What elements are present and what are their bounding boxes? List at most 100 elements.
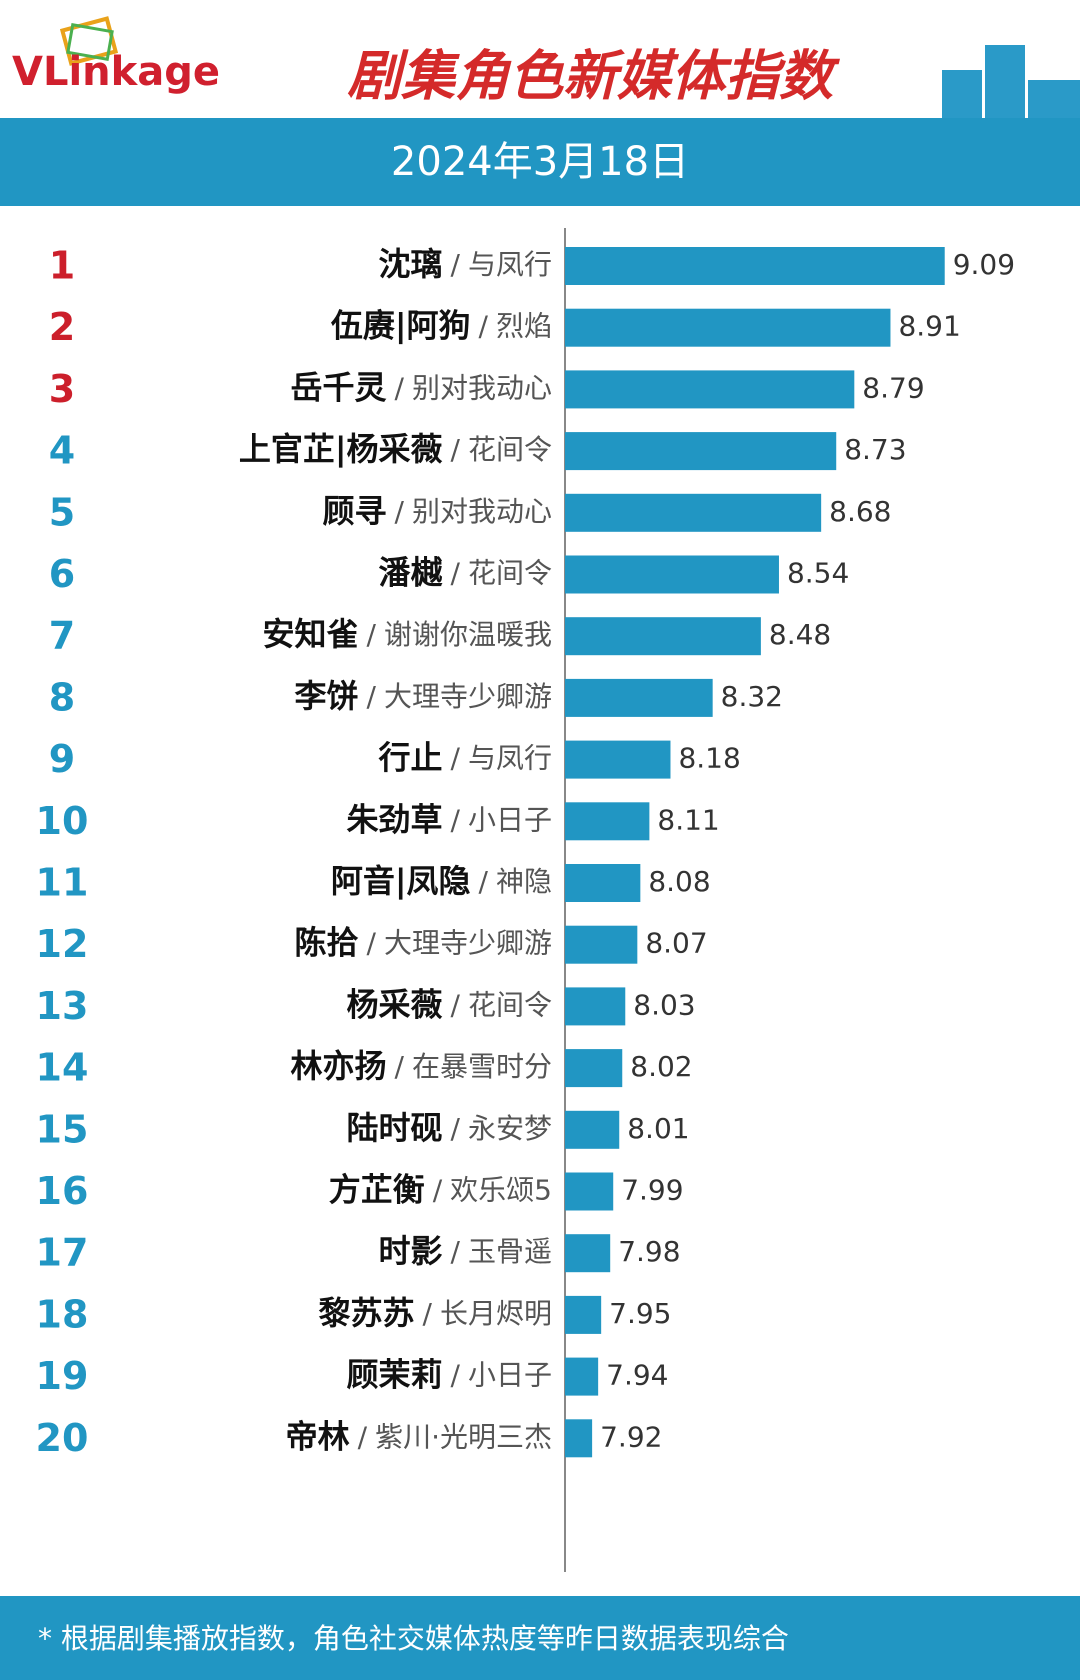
drama-name: 大理寺少卿游 — [384, 680, 552, 713]
rank: 7 — [49, 614, 75, 658]
character-name: 杨采薇 — [347, 985, 443, 1023]
drama-name: 与凤行 — [468, 742, 552, 775]
bar — [565, 370, 855, 409]
chart-subtitle: 2024年3月18日 — [391, 139, 689, 185]
value-label: 8.08 — [648, 865, 710, 898]
value-label: 7.95 — [609, 1297, 671, 1330]
drama-name: 永安梦 — [468, 1112, 552, 1145]
drama-name: 欢乐颂5 — [450, 1174, 552, 1207]
character-name: 上官芷|杨采薇 — [239, 430, 443, 469]
category-label: 行止 / 与凤行 — [379, 739, 552, 777]
category-label: 帝林 / 紫川·光明三杰 — [286, 1417, 552, 1455]
logo: VLinkage — [12, 49, 220, 95]
value-label: 8.91 — [898, 310, 960, 343]
value-label: 8.02 — [630, 1050, 692, 1083]
category-label: 阿音|凤隐 / 神隐 — [331, 862, 552, 901]
rank: 1 — [49, 244, 75, 288]
character-name: 李饼 — [295, 677, 359, 715]
character-name: 方芷衡 — [329, 1171, 425, 1209]
category-label: 黎苏苏 / 长月烬明 — [319, 1294, 552, 1332]
rank: 2 — [49, 305, 75, 349]
podium-block — [1028, 80, 1080, 118]
character-name: 黎苏苏 — [319, 1294, 415, 1332]
category-label: 顾茉莉 / 小日子 — [347, 1356, 552, 1394]
category-label: 陆时砚 / 永安梦 — [347, 1109, 552, 1147]
separator: / — [367, 618, 377, 651]
character-name: 帝林 — [286, 1417, 350, 1455]
value-label: 9.09 — [953, 248, 1015, 281]
separator: / — [479, 865, 489, 898]
separator: / — [451, 248, 461, 281]
rank: 6 — [49, 552, 75, 596]
drama-name: 花间令 — [468, 433, 552, 466]
character-name: 沈璃 — [379, 245, 443, 283]
bar — [565, 617, 761, 656]
separator: / — [367, 927, 377, 960]
bar — [565, 1419, 593, 1458]
rank: 18 — [36, 1292, 89, 1336]
rank: 4 — [49, 429, 75, 473]
separator: / — [423, 1297, 433, 1330]
rank: 14 — [36, 1046, 89, 1090]
value-label: 8.48 — [769, 618, 831, 651]
rank: 19 — [36, 1354, 89, 1398]
rank: 12 — [36, 922, 89, 966]
value-label: 8.18 — [678, 742, 740, 775]
character-name: 安知雀 — [263, 615, 359, 653]
bar — [565, 555, 779, 594]
value-label: 7.99 — [621, 1174, 683, 1207]
value-label: 7.92 — [600, 1420, 662, 1453]
separator: / — [451, 1359, 461, 1392]
value-label: 8.11 — [657, 803, 719, 836]
separator: / — [451, 1235, 461, 1268]
chart-title: 剧集角色新媒体指数 — [347, 45, 840, 108]
bar — [565, 1110, 620, 1149]
separator: / — [451, 557, 461, 590]
character-name: 岳千灵 — [291, 368, 387, 406]
drama-name: 别对我动心 — [412, 495, 552, 528]
bar — [565, 1295, 602, 1334]
rank: 11 — [36, 861, 89, 905]
value-label: 8.79 — [862, 371, 924, 404]
value-label: 8.73 — [844, 433, 906, 466]
bar — [565, 987, 626, 1026]
character-name: 顾茉莉 — [347, 1356, 443, 1394]
footnote: * 根据剧集播放指数，角色社交媒体热度等昨日数据表现综合 — [38, 1622, 789, 1655]
rank: 8 — [49, 675, 75, 719]
drama-name: 别对我动心 — [412, 371, 552, 404]
character-name: 陈拾 — [295, 924, 359, 962]
separator: / — [358, 1420, 368, 1453]
rank: 13 — [36, 984, 89, 1028]
rank: 16 — [36, 1169, 89, 1213]
drama-name: 紫川·光明三杰 — [375, 1420, 552, 1453]
drama-name: 谢谢你温暖我 — [384, 618, 552, 651]
separator: / — [451, 1112, 461, 1145]
category-label: 杨采薇 / 花间令 — [347, 985, 552, 1023]
rank: 5 — [49, 490, 75, 534]
character-name: 林亦扬 — [291, 1047, 387, 1085]
category-label: 陈拾 / 大理寺少卿游 — [295, 924, 552, 962]
drama-name: 玉骨遥 — [468, 1235, 552, 1268]
value-label: 7.98 — [618, 1235, 680, 1268]
drama-name: 烈焰 — [496, 310, 552, 343]
bar — [565, 1234, 611, 1273]
drama-name: 小日子 — [468, 803, 552, 836]
drama-name: 在暴雪时分 — [412, 1050, 552, 1083]
footer-band — [0, 1596, 1080, 1680]
category-label: 岳千灵 / 别对我动心 — [291, 368, 552, 406]
bar — [565, 493, 822, 532]
drama-name: 与凤行 — [468, 248, 552, 281]
category-label: 时影 / 玉骨遥 — [379, 1232, 552, 1270]
category-label: 朱劲草 / 小日子 — [347, 800, 552, 838]
separator: / — [367, 680, 377, 713]
character-name: 行止 — [379, 739, 443, 777]
logo-icon — [66, 23, 114, 61]
date-band — [0, 118, 1080, 206]
value-label: 7.94 — [606, 1359, 668, 1392]
bar — [565, 864, 641, 902]
bar — [565, 1049, 623, 1088]
character-name: 顾寻 — [323, 492, 387, 530]
value-label: 8.03 — [633, 988, 695, 1021]
category-label: 沈璃 / 与凤行 — [379, 245, 552, 283]
drama-name: 神隐 — [496, 865, 552, 898]
